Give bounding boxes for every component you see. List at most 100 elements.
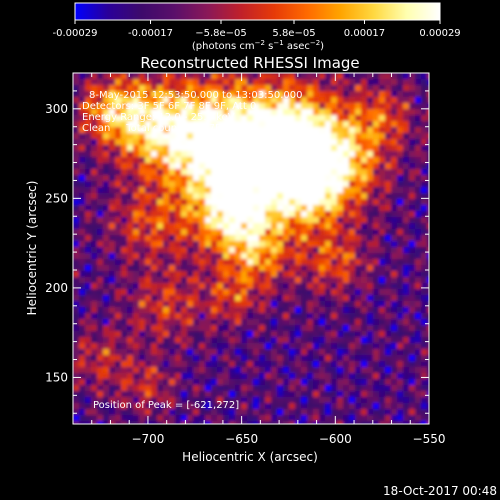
heatmap-cell (103, 103, 110, 110)
heatmap-cell (205, 97, 212, 104)
heatmap-cell (253, 115, 260, 122)
heatmap-cell (337, 253, 344, 260)
heatmap-cell (295, 187, 302, 194)
heatmap-cell (277, 307, 284, 314)
heatmap-cell (259, 235, 266, 242)
heatmap-cell (151, 229, 158, 236)
heatmap-cell (163, 295, 170, 302)
heatmap-cell (205, 283, 212, 290)
heatmap-cell (241, 169, 248, 176)
heatmap-cell (139, 271, 146, 278)
heatmap-cell (157, 295, 164, 302)
heatmap-cell (139, 373, 146, 380)
heatmap-cell (163, 235, 170, 242)
heatmap-cell (211, 361, 218, 368)
heatmap-cell (409, 175, 416, 182)
heatmap-cell (397, 175, 404, 182)
heatmap-cell (115, 379, 122, 386)
heatmap-cell (205, 271, 212, 278)
heatmap-cell (217, 223, 224, 230)
heatmap-cell (205, 307, 212, 314)
heatmap-cell (349, 373, 356, 380)
heatmap-cell (169, 127, 176, 134)
heatmap-cell (205, 175, 212, 182)
heatmap-cell (115, 331, 122, 338)
heatmap-cell (109, 271, 116, 278)
heatmap-cell (355, 79, 362, 86)
heatmap-cell (217, 361, 224, 368)
heatmap-cell (367, 139, 374, 146)
heatmap-cell (199, 373, 206, 380)
heatmap-cell (121, 79, 128, 86)
heatmap-cell (217, 187, 224, 194)
heatmap-cell (277, 265, 284, 272)
heatmap-cell (223, 205, 230, 212)
heatmap-cell (205, 121, 212, 128)
heatmap-cell (91, 259, 98, 266)
heatmap-cell (133, 181, 140, 188)
heatmap-cell (121, 355, 128, 362)
heatmap-cell (193, 109, 200, 116)
heatmap-cell (385, 241, 392, 248)
heatmap-cell (331, 295, 338, 302)
heatmap-cell (205, 103, 212, 110)
heatmap-cell (139, 385, 146, 392)
heatmap-cell (169, 169, 176, 176)
heatmap-cell (91, 181, 98, 188)
heatmap-cell (361, 187, 368, 194)
heatmap-cell (145, 265, 152, 272)
heatmap-cell (157, 145, 164, 152)
heatmap-cell (355, 163, 362, 170)
heatmap-cell (151, 409, 158, 416)
heatmap-cell (421, 133, 428, 140)
heatmap-cell (151, 319, 158, 326)
heatmap-cell (403, 193, 410, 200)
heatmap-cell (163, 205, 170, 212)
heatmap-cell (181, 307, 188, 314)
heatmap-cell (109, 385, 116, 392)
heatmap-cell (367, 349, 374, 356)
heatmap-cell (325, 109, 332, 116)
heatmap-cell (103, 229, 110, 236)
heatmap-cell (343, 169, 350, 176)
heatmap-cell (265, 169, 272, 176)
heatmap-cell (193, 187, 200, 194)
heatmap-cell (205, 85, 212, 92)
heatmap-cell (187, 229, 194, 236)
heatmap-cell (193, 355, 200, 362)
heatmap-cell (133, 421, 140, 424)
heatmap-cell (397, 223, 404, 230)
heatmap-cell (379, 349, 386, 356)
heatmap-cell (181, 229, 188, 236)
heatmap-cell (409, 109, 416, 116)
heatmap-cell (145, 319, 152, 326)
heatmap-cell (127, 103, 134, 110)
heatmap-cell (319, 325, 326, 332)
heatmap-cell (361, 181, 368, 188)
heatmap-cell (217, 103, 224, 110)
heatmap-cell (253, 349, 260, 356)
heatmap-cell (247, 205, 254, 212)
heatmap-cell (205, 277, 212, 284)
heatmap-cell (259, 373, 266, 380)
heatmap-cell (97, 73, 104, 80)
heatmap-cell (289, 229, 296, 236)
heatmap-cell (397, 97, 404, 104)
heatmap-cell (415, 361, 422, 368)
heatmap-cell (313, 115, 320, 122)
heatmap-cell (307, 223, 314, 230)
heatmap-cell (325, 133, 332, 140)
heatmap-cell (301, 115, 308, 122)
heatmap-cell (211, 325, 218, 332)
heatmap-cell (133, 157, 140, 164)
heatmap-cell (379, 337, 386, 344)
heatmap-cell (373, 391, 380, 398)
heatmap-cell (91, 277, 98, 284)
heatmap-cell (97, 181, 104, 188)
heatmap-cell (229, 157, 236, 164)
heatmap-cell (283, 379, 290, 386)
heatmap-cell (361, 415, 368, 422)
heatmap-cell (133, 97, 140, 104)
heatmap-cell (349, 253, 356, 260)
heatmap-cell (157, 415, 164, 422)
